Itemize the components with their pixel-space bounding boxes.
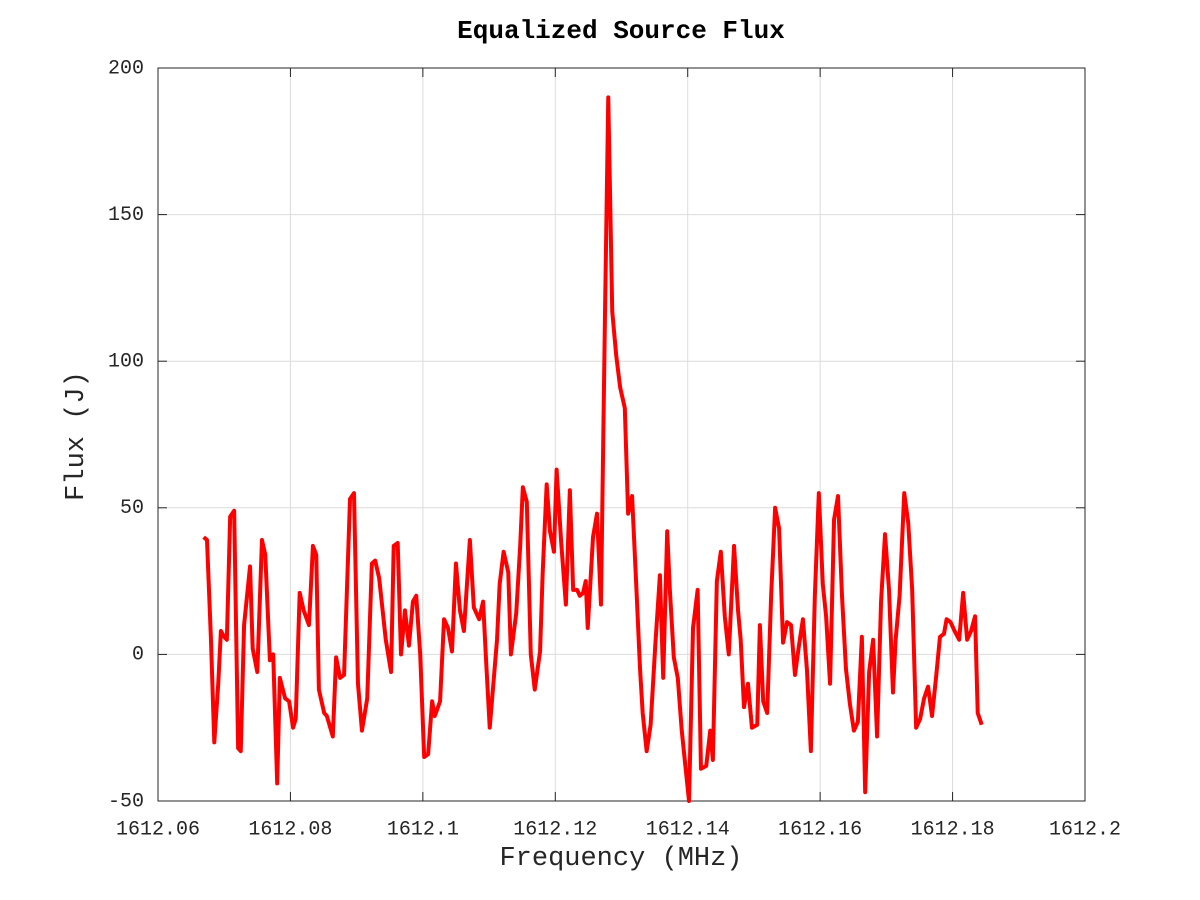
x-tick-label: 1612.08 [248,818,332,841]
x-tick-label: 1612.16 [778,818,862,841]
x-tick-label: 1612.12 [513,818,597,841]
x-tick-label: 1612.06 [116,818,200,841]
data-line [202,95,984,803]
chart-title: Equalized Source Flux [457,16,785,46]
x-tick-label: 1612.14 [646,818,730,841]
y-axis-label: Flux (J) [62,371,92,501]
y-tick-label: -50 [108,790,144,813]
y-tick-label: 150 [108,204,144,227]
x-tick-label: 1612.2 [1049,818,1121,841]
x-axis-label: Frequency (MHz) [499,844,742,874]
y-tick-label: 50 [120,497,144,520]
y-tick-label: 0 [132,644,144,667]
x-tick-label: 1612.18 [911,818,995,841]
y-tick-label: 200 [108,57,144,80]
plot-frame [157,67,1086,802]
y-tick-label: 100 [108,350,144,373]
x-tick-label: 1612.1 [387,818,459,841]
